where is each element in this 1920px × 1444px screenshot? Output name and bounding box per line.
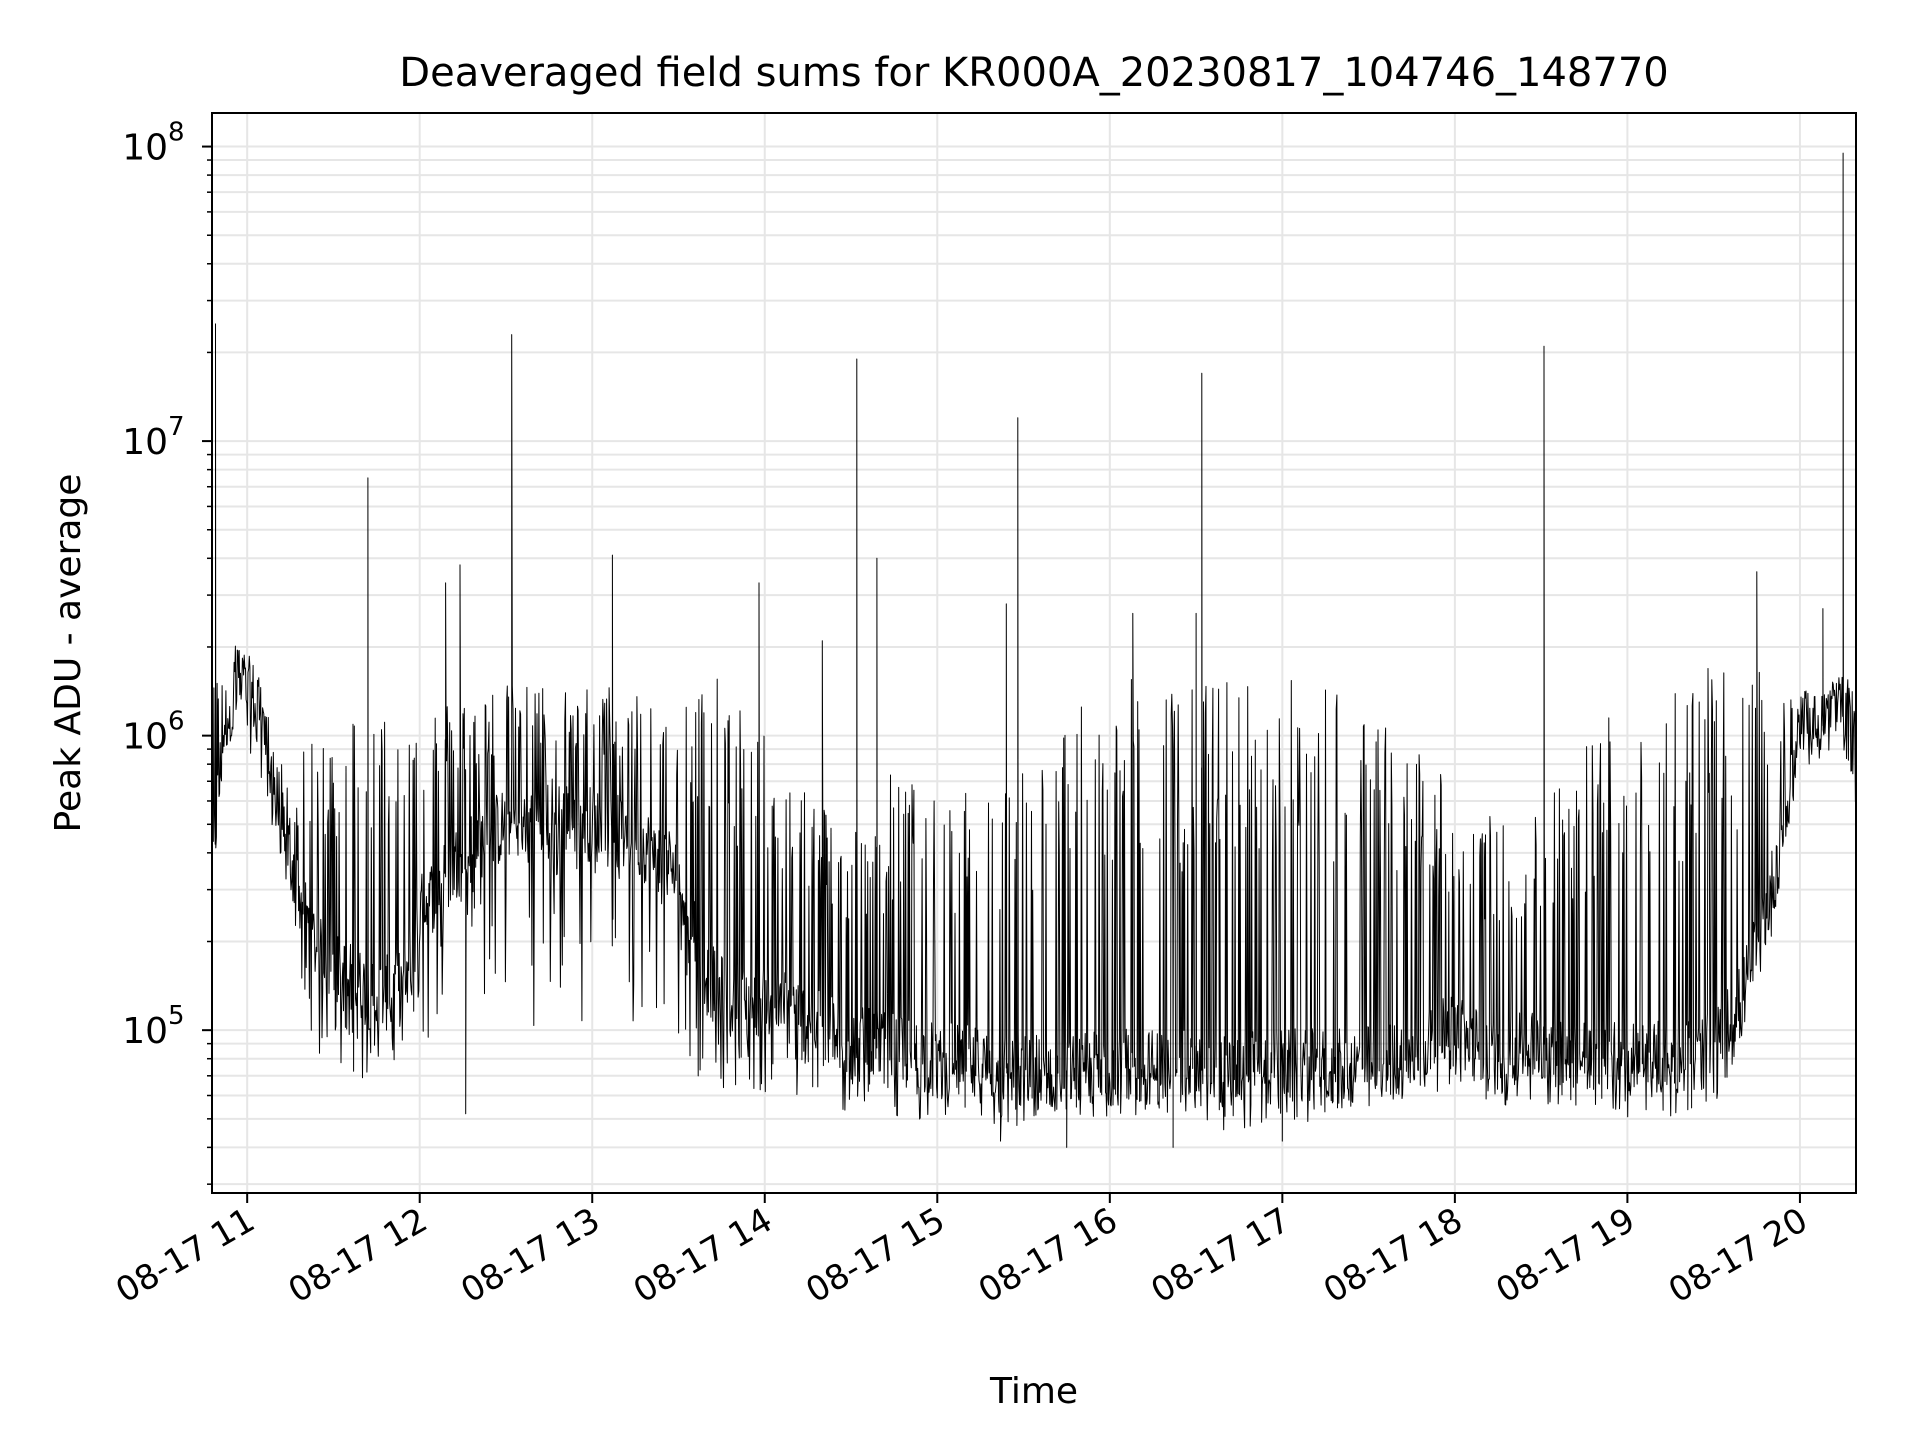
series-line	[211, 152, 1857, 1148]
x-axis-label: Time	[989, 1371, 1078, 1412]
y-tick-label: 10	[122, 422, 168, 463]
y-tick-label-exponent: 6	[168, 707, 185, 737]
y-tick-label: 10	[122, 128, 168, 169]
minor-gridlines-y	[212, 159, 1856, 1186]
y-tick-label-base: 10	[122, 128, 168, 169]
y-tick-label-base: 10	[122, 422, 168, 463]
y-tick-label-exponent: 5	[168, 1001, 185, 1031]
plot-frame	[211, 112, 1857, 1194]
y-tick-label-base: 10	[122, 717, 168, 758]
y-tick-label: 10	[122, 717, 168, 758]
series-layer	[211, 152, 1857, 1148]
y-tick-label-exponent: 8	[168, 118, 185, 148]
chart-title: Deaveraged field sums for KR000A_2023081…	[399, 50, 1668, 96]
y-axis-label: Peak ADU - average	[48, 474, 89, 833]
y-tick-label: 10	[122, 1011, 168, 1052]
y-tick-label-exponent: 7	[168, 412, 185, 442]
major-gridlines-y	[212, 145, 1856, 1032]
y-tick-label-base: 10	[122, 1011, 168, 1052]
